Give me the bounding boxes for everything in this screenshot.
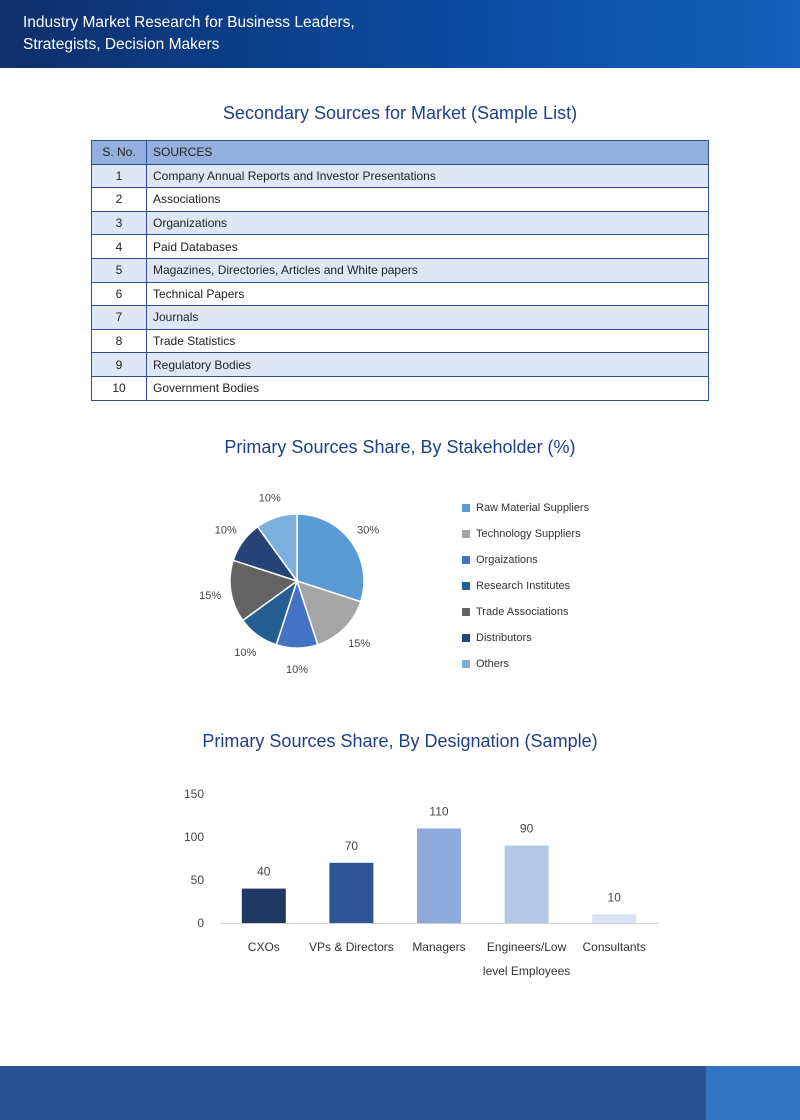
legend-swatch [462, 582, 470, 590]
designation-bar-chart: 0 50 100 150 40 CXOs 70 VPs & Directors 110 Manag… [184, 787, 658, 978]
legend-label: Technology Suppliers [476, 528, 581, 540]
legend-item: Others [462, 651, 662, 677]
header-title-line-1: Industry Market Research for Business Le… [23, 14, 355, 31]
legend-swatch [462, 504, 470, 512]
legend-label: Trade Associations [476, 606, 569, 618]
row-sno: 1 [91, 163, 147, 189]
legend-label: Distributors [476, 632, 532, 644]
x-tick-label: VPs & Directors [309, 940, 394, 954]
table-row: 5 Magazines, Directories, Articles and Wh… [91, 257, 709, 283]
pie-data-label: 10% [234, 647, 256, 659]
legend-label: Raw Material Suppliers [476, 502, 590, 514]
pie-data-label: 30% [357, 524, 379, 536]
table-row: 1 Company Annual Reports and Investor Pre… [91, 163, 709, 189]
pie-legend: Raw Material Suppliers Technology Supplie… [462, 495, 662, 677]
row-sno: 8 [91, 328, 147, 354]
y-tick-label: 150 [184, 787, 204, 801]
table-row: 9 Regulatory Bodies [91, 352, 709, 377]
legend-item: Trade Associations [462, 599, 662, 625]
row-sno: 2 [91, 187, 147, 212]
table-row: 4 Paid Databases [91, 234, 709, 259]
bar-4 [504, 845, 549, 923]
footer-bar [0, 1066, 706, 1120]
legend-swatch [462, 608, 470, 616]
bar-5 [592, 914, 637, 923]
pie-data-label: 10% [286, 664, 308, 676]
pie-slice-1 [296, 513, 365, 603]
y-tick-label: 100 [184, 830, 204, 844]
table-row: 8 Trade Statistics [91, 328, 709, 354]
row-source: Government Bodies [146, 375, 709, 401]
pie-slice-7 [256, 513, 298, 584]
secondary-sources-title: Secondary Sources for Market (Sample Lis… [222, 103, 578, 123]
row-source: Company Annual Reports and Investor Pres… [146, 163, 709, 189]
bar-data-label: 110 [429, 804, 448, 818]
bar-2 [329, 862, 374, 923]
bar-data-label: 40 [257, 865, 271, 879]
row-source: Technical Papers [146, 281, 709, 307]
legend-item: Technology Suppliers [462, 521, 662, 547]
pie-data-label: 15% [199, 590, 221, 602]
row-sno: 10 [91, 375, 147, 401]
pie-chart-title: Primary Sources Share, By Stakeholder (%… [224, 437, 576, 457]
page-header: Industry Market Research for Business Le… [0, 0, 800, 68]
legend-item: Distributors [462, 625, 662, 651]
bar-1 [241, 888, 286, 923]
table-row: 6 Technical Papers [91, 281, 709, 307]
legend-label: Others [476, 658, 510, 670]
legend-label: Orgaizations [476, 554, 538, 566]
table-row: 7 Journals [91, 305, 709, 330]
bar-chart-title: Primary Sources Share, By Designation (S… [202, 731, 598, 751]
table-header-row: S. No. SOURCES [91, 140, 709, 165]
secondary-sources-table: S. No. SOURCES 1 Company Annual Reports a… [91, 140, 709, 401]
bar-data-label: 10 [608, 890, 622, 904]
row-source: Organizations [146, 210, 709, 236]
pie-data-label: 15% [348, 638, 370, 650]
row-source: Journals [146, 305, 709, 330]
footer-corner-block [706, 1066, 800, 1120]
bar-data-label: 90 [520, 822, 534, 836]
legend-swatch [462, 634, 470, 642]
legend-item: Raw Material Suppliers [462, 495, 662, 521]
stakeholder-pie-chart: 30% 15% 10% 10% 15% 10% 10% [199, 492, 379, 676]
legend-swatch [462, 530, 470, 538]
legend-swatch [462, 556, 470, 564]
pie-data-label: 10% [259, 492, 281, 504]
table-row: 10 Government Bodies [91, 375, 709, 401]
row-sno: 5 [91, 257, 147, 283]
row-source: Paid Databases [146, 234, 709, 259]
table-row: 2 Associations [91, 187, 709, 212]
x-tick-label: Managers [412, 940, 465, 954]
row-source: Magazines, Directories, Articles and Whi… [146, 257, 709, 283]
legend-item: Research Institutes [462, 573, 662, 599]
row-source: Associations [146, 187, 709, 212]
table-row: 3 Organizations [91, 210, 709, 236]
y-tick-label: 50 [191, 873, 205, 887]
row-sno: 6 [91, 281, 147, 307]
row-sno: 9 [91, 352, 147, 377]
header-title: Industry Market Research for Business Le… [23, 12, 443, 56]
row-sno: 7 [91, 305, 147, 330]
column-header-sources: SOURCES [146, 140, 709, 165]
row-sno: 3 [91, 210, 147, 236]
pie-slice-5 [229, 559, 299, 622]
x-tick-label: Consultants [583, 940, 646, 954]
row-source: Trade Statistics [146, 328, 709, 354]
column-header-sno: S. No. [91, 140, 147, 165]
legend-item: Orgaizations [462, 547, 662, 573]
x-tick-label: Engineers/Low level Employees [483, 940, 570, 978]
y-tick-label: 0 [197, 916, 204, 930]
bar-data-label: 70 [345, 839, 359, 853]
bar-3 [417, 828, 461, 923]
row-sno: 4 [91, 234, 147, 259]
x-tick-label: CXOs [248, 940, 280, 954]
legend-swatch [462, 660, 470, 668]
row-source: Regulatory Bodies [146, 352, 709, 377]
pie-data-label: 10% [215, 524, 237, 536]
legend-label: Research Institutes [476, 580, 571, 592]
header-title-line-2: Strategists, Decision Makers [23, 36, 220, 53]
